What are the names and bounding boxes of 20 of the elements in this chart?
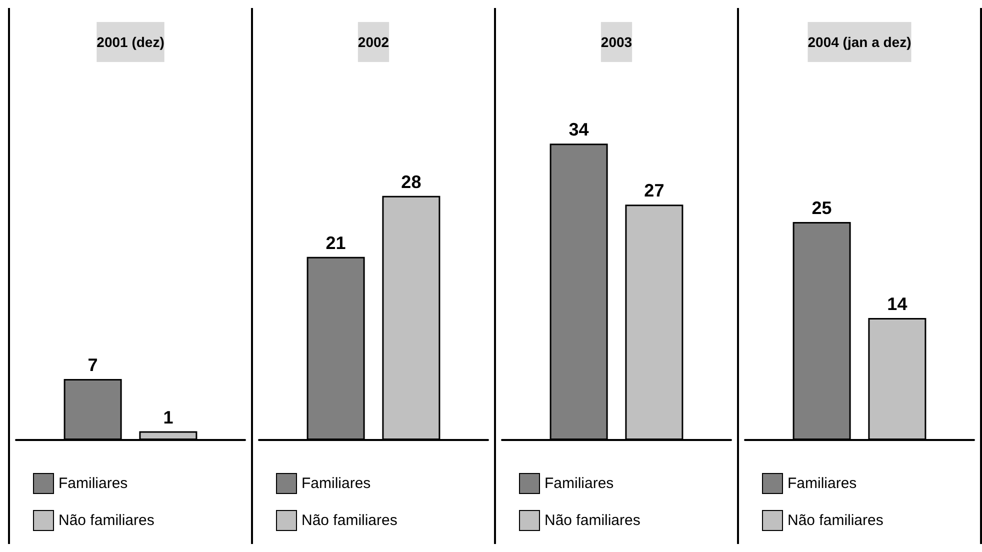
chart-title: 2003 — [600, 34, 632, 50]
chart-title: 2004 (jan a dez) — [808, 34, 912, 50]
chart-title: 2001 (dez) — [96, 34, 164, 50]
data-label: 14 — [887, 294, 908, 314]
legend-label: Não familiares — [302, 512, 398, 529]
legend-label: Não familiares — [58, 512, 154, 529]
data-label: 34 — [568, 120, 589, 140]
legend-label: Não familiares — [544, 512, 640, 529]
legend-label: Não familiares — [788, 512, 884, 529]
data-label: 21 — [326, 232, 346, 253]
data-label: 27 — [644, 180, 664, 201]
data-label: 28 — [401, 172, 422, 192]
data-label: 1 — [163, 407, 174, 428]
chart-title: 2002 — [358, 34, 390, 50]
legend-label: Familiares — [58, 475, 128, 492]
data-label: 25 — [812, 198, 832, 218]
legend-label: Familiares — [788, 475, 857, 492]
legend-label: Familiares — [302, 475, 371, 492]
data-label: 7 — [88, 354, 98, 375]
legend-label: Familiares — [544, 475, 614, 492]
